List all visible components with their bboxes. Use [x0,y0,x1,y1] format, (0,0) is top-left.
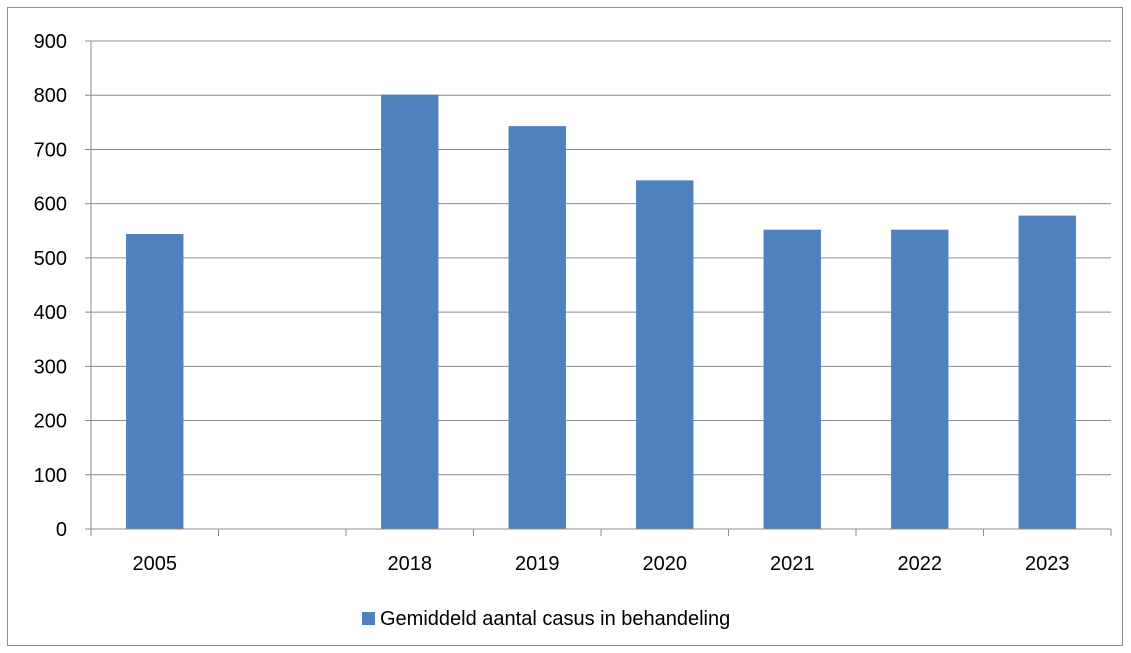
bar [126,234,184,529]
bars [126,94,1076,530]
bar [891,229,949,529]
y-tick-label: 900 [34,31,67,53]
bar [381,94,439,530]
y-tick-label: 100 [34,465,67,487]
legend-label: Gemiddeld aantal casus in behandeling [380,608,730,630]
y-tick-label: 0 [56,519,67,541]
y-tick-label: 600 [34,194,67,216]
x-tick-label: 2021 [770,553,815,575]
x-tick-label: 2022 [898,553,943,575]
legend: Gemiddeld aantal casus in behandeling [362,608,730,630]
y-tick-label: 400 [34,302,67,324]
bar [1018,215,1076,529]
y-tick-label: 700 [34,139,67,161]
axes [90,41,1112,536]
bar [763,229,821,529]
x-tick-label: 2019 [515,553,560,575]
gridlines [85,40,1111,530]
x-tick-label: 2020 [643,553,688,575]
y-tick-label: 200 [34,411,67,433]
x-tick-label: 2023 [1025,553,1070,575]
x-tick-label: 2005 [133,553,178,575]
y-tick-label: 300 [34,356,67,378]
y-tick-labels: 0 100 200 300 400 500 600 700 800 900 [34,31,67,541]
x-tick-label: 2018 [388,553,433,575]
bar [636,180,694,529]
bar [508,126,566,529]
legend-swatch [362,612,375,625]
x-tick-labels: 2005 2018 2019 2020 2021 2022 2023 [133,553,1070,575]
y-tick-label: 500 [34,248,67,270]
y-tick-label: 800 [34,85,67,107]
